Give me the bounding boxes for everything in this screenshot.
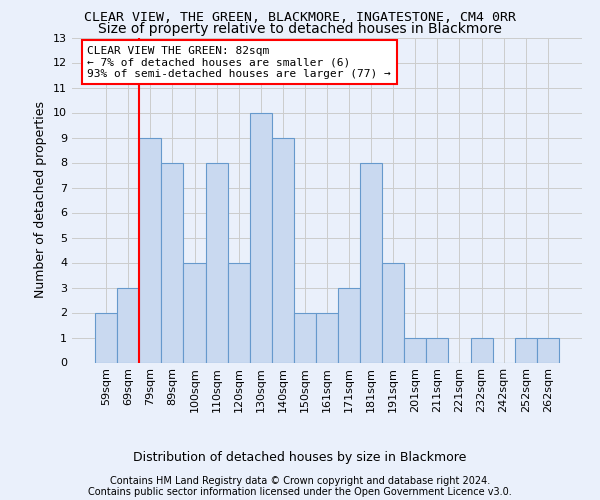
Text: Size of property relative to detached houses in Blackmore: Size of property relative to detached ho… [98, 22, 502, 36]
Bar [294, 312, 316, 362]
Text: Contains HM Land Registry data © Crown copyright and database right 2024.: Contains HM Land Registry data © Crown c… [110, 476, 490, 486]
Bar [206, 162, 227, 362]
Bar [316, 312, 338, 362]
Bar [184, 262, 206, 362]
Bar [360, 162, 382, 362]
Bar [95, 312, 117, 362]
Y-axis label: Number of detached properties: Number of detached properties [34, 102, 47, 298]
Text: Distribution of detached houses by size in Blackmore: Distribution of detached houses by size … [133, 451, 467, 464]
Bar [139, 138, 161, 362]
Bar [382, 262, 404, 362]
Bar [272, 138, 294, 362]
Bar [537, 338, 559, 362]
Bar [427, 338, 448, 362]
Bar [227, 262, 250, 362]
Text: CLEAR VIEW THE GREEN: 82sqm
← 7% of detached houses are smaller (6)
93% of semi-: CLEAR VIEW THE GREEN: 82sqm ← 7% of deta… [88, 46, 391, 79]
Bar [404, 338, 427, 362]
Bar [470, 338, 493, 362]
Bar [161, 162, 184, 362]
Text: Contains public sector information licensed under the Open Government Licence v3: Contains public sector information licen… [88, 487, 512, 497]
Bar [515, 338, 537, 362]
Bar [338, 288, 360, 362]
Bar [250, 112, 272, 362]
Text: CLEAR VIEW, THE GREEN, BLACKMORE, INGATESTONE, CM4 0RR: CLEAR VIEW, THE GREEN, BLACKMORE, INGATE… [84, 11, 516, 24]
Bar [117, 288, 139, 362]
